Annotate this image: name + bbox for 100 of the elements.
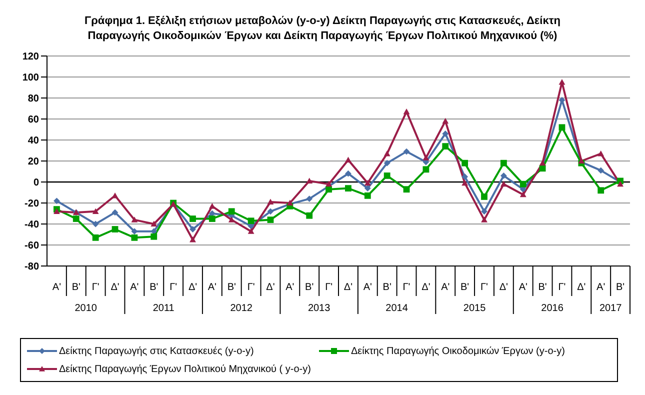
point [131, 228, 138, 235]
point [190, 226, 196, 232]
point [462, 174, 468, 180]
text: 2016 [541, 303, 564, 314]
x-tick-label: Α' [208, 282, 217, 293]
x-tick-label: Β' [305, 282, 314, 293]
point [190, 216, 196, 222]
point [248, 228, 254, 234]
point [208, 210, 216, 217]
point [72, 216, 80, 222]
x-tick-label: Α' [52, 282, 62, 293]
point [131, 234, 138, 241]
x-tick-label: Α' [441, 282, 450, 293]
x-tick-label: Δ' [110, 282, 120, 293]
point [442, 130, 449, 137]
point [539, 160, 546, 166]
point [54, 198, 60, 204]
x-tick-label: Γ' [558, 282, 566, 293]
text: 2011 [152, 303, 175, 314]
point [228, 216, 235, 222]
y-tick-label: 120 [22, 52, 40, 63]
point [481, 208, 488, 215]
y-tick-label: -60 [24, 240, 40, 252]
y-tick-label: -80 [24, 262, 40, 273]
x-tick-label: Β' [538, 282, 547, 293]
y-tick-label: 20 [28, 156, 40, 168]
point [500, 160, 507, 166]
point [462, 180, 468, 186]
point [598, 167, 604, 174]
x-tick-label: Δ' [577, 282, 586, 293]
chart-title: Γράφημα 1. Εξέλιξη ετήσιων μεταβολών (y-o-y) Δείκτη Παραγωγής στις Κατασκευές, Δείκτη Παραγωγής Οικοδομικών Έργων και Δείκτη Παραγωγής Έργων Πολιτικού Μηχανικού (%) [84, 14, 562, 44]
x-tick-label: Α' [286, 282, 294, 293]
x-tick-label: Α' [518, 282, 528, 293]
x-tick-label: Δ' [344, 282, 353, 293]
point [92, 220, 99, 228]
x-tick-label: Γ' [92, 282, 100, 293]
legend-label: Δείκτης Παραγωγής Έργων Πολιτικού Μηχανικού ( y-o-y) [59, 364, 311, 374]
point [112, 209, 118, 216]
x-tick-label: Δ' [188, 282, 198, 293]
y-tick-label: 100 [22, 72, 40, 84]
point [598, 150, 604, 156]
point [462, 160, 468, 166]
y-tick-label: 40 [28, 136, 40, 147]
x-tick-label: Β' [460, 282, 470, 293]
x-tick-label: Γ' [325, 282, 333, 293]
point [442, 143, 449, 150]
point [364, 180, 371, 186]
x-tick-label: Γ' [170, 282, 178, 293]
y-tick-label: -20 [24, 198, 40, 210]
point [598, 187, 604, 194]
point [558, 124, 566, 131]
text: 2015 [463, 303, 486, 314]
point [306, 178, 313, 184]
point [112, 226, 118, 232]
y-tick-label: -40 [24, 220, 40, 231]
point [500, 180, 507, 187]
point [520, 191, 526, 198]
x-tick-label: Δ' [266, 282, 275, 293]
x-tick-label: Γ' [480, 282, 488, 293]
point [520, 180, 526, 188]
point [403, 186, 410, 193]
point [228, 208, 235, 215]
point [384, 160, 390, 166]
x-tick-label: Γ' [247, 282, 255, 293]
y-tick-label: 80 [28, 94, 40, 105]
y-tick-label: 0 [33, 178, 40, 189]
point [208, 216, 216, 222]
point [481, 194, 488, 200]
point [384, 172, 390, 179]
point [267, 216, 274, 223]
point [248, 218, 254, 224]
x-tick-label: Α' [130, 282, 139, 293]
point [403, 148, 410, 155]
x-tick-label: Α' [363, 282, 372, 293]
point [364, 192, 371, 199]
legend-label: Δείκτης Παραγωγής στις Κατασκευές (y-o-y) [59, 346, 254, 356]
x-tick-label: Β' [72, 282, 81, 293]
x-tick-label: Γ' [402, 282, 410, 293]
text: 2010 [74, 303, 98, 314]
x-tick-label: Α' [596, 282, 606, 293]
point [539, 165, 546, 172]
point [150, 220, 158, 227]
point [403, 108, 410, 114]
x-tick-label: Β' [227, 282, 236, 293]
point [384, 150, 390, 156]
y-tick-label: 60 [28, 114, 40, 126]
x-tick-label: Δ' [499, 282, 508, 293]
point [208, 202, 216, 209]
point [190, 236, 196, 242]
point [558, 79, 566, 85]
text: 2014 [386, 303, 408, 314]
text: 2013 [308, 303, 331, 314]
point [345, 185, 352, 192]
x-tick-label: Β' [150, 282, 158, 293]
point [422, 154, 430, 160]
point [500, 172, 507, 179]
point [481, 216, 488, 222]
legend-label: Δείκτης Παραγωγής Οικοδομικών Έργων (y-o-y) [351, 346, 565, 356]
point [306, 196, 313, 202]
point [92, 234, 99, 241]
